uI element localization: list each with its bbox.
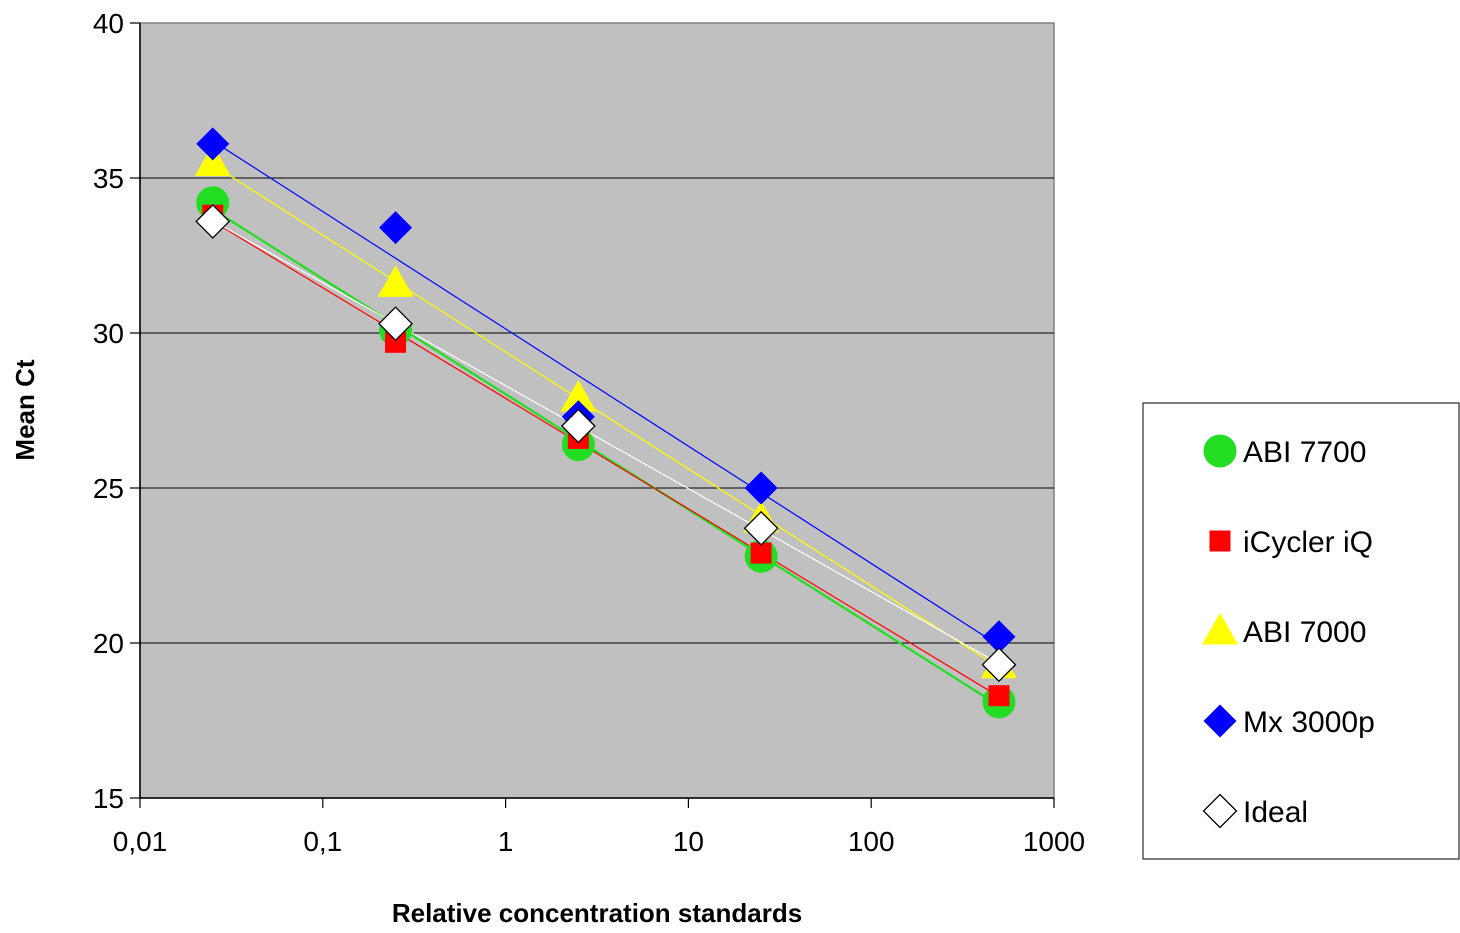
x-tick-label: 0,01	[113, 826, 168, 857]
legend-label: ABI 7700	[1243, 436, 1366, 469]
trendline-abi-7700	[212, 208, 1000, 707]
data-point-abi-7000	[560, 380, 597, 412]
x-tick-label: 10	[673, 826, 704, 857]
legend-item-abi-7700: ABI 7700	[1203, 434, 1366, 469]
legend-item-mx-3000p: Mx 3000p	[1203, 704, 1375, 739]
trendline-ideal	[212, 220, 1000, 665]
legend-marker-mx-3000p	[1203, 704, 1237, 738]
x-tick-label: 1	[498, 826, 514, 857]
trendline-mx-3000p	[212, 140, 1000, 646]
y-tick-label: 15	[93, 783, 124, 814]
data-point-ideal	[195, 203, 231, 239]
legend: ABI 7700 iCycler iQ ABI 7000 Mx 3000p Ideal	[1142, 402, 1460, 860]
y-tick-label: 30	[93, 318, 124, 349]
legend-marker-icycler-iq	[1209, 530, 1231, 552]
data-markers	[194, 127, 1017, 719]
x-tick-label: 1000	[1023, 826, 1085, 857]
data-point-abi-7000	[377, 265, 414, 297]
data-point-icycler-iq	[385, 331, 407, 353]
x-tick-label: 100	[848, 826, 895, 857]
legend-item-ideal: Ideal	[1202, 793, 1308, 829]
legend-marker-abi-7000	[1202, 613, 1238, 645]
legend-marker-ideal	[1202, 793, 1238, 829]
data-point-icycler-iq	[988, 685, 1010, 707]
legend-label: Mx 3000p	[1243, 706, 1375, 739]
y-tick-label: 20	[93, 628, 124, 659]
data-point-mx-3000p	[982, 620, 1016, 654]
data-point-mx-3000p	[379, 211, 413, 245]
axes: 15 20 25 30 35 40 0,01 0,1 1 10 100 1000	[93, 8, 1085, 857]
legend-item-icycler-iq: iCycler iQ	[1209, 526, 1373, 559]
data-point-ideal	[981, 647, 1017, 683]
trendline-icycler-iq	[212, 220, 1000, 698]
legend-label: Ideal	[1243, 796, 1308, 829]
x-tick-label: 0,1	[303, 826, 342, 857]
trendline-abi-7000	[212, 164, 1000, 668]
legend-box	[1142, 402, 1460, 860]
legend-label: iCycler iQ	[1243, 526, 1373, 559]
legend-marker-abi-7700	[1203, 434, 1237, 468]
data-point-mx-3000p	[744, 471, 778, 505]
data-point-ideal	[743, 510, 779, 546]
data-point-mx-3000p	[196, 127, 230, 161]
y-tick-label: 40	[93, 8, 124, 39]
trendlines	[212, 140, 1000, 707]
y-axis-title: Mean Ct	[10, 359, 40, 460]
legend-label: ABI 7000	[1243, 616, 1366, 649]
data-point-ideal	[560, 408, 596, 444]
data-point-ideal	[378, 306, 413, 342]
data-point-icycler-iq	[750, 542, 772, 564]
legend-item-abi-7000: ABI 7000	[1202, 613, 1366, 649]
y-tick-label: 25	[93, 473, 124, 504]
y-tick-label: 35	[93, 163, 124, 194]
x-axis-title: Relative concentration standards	[392, 898, 802, 928]
